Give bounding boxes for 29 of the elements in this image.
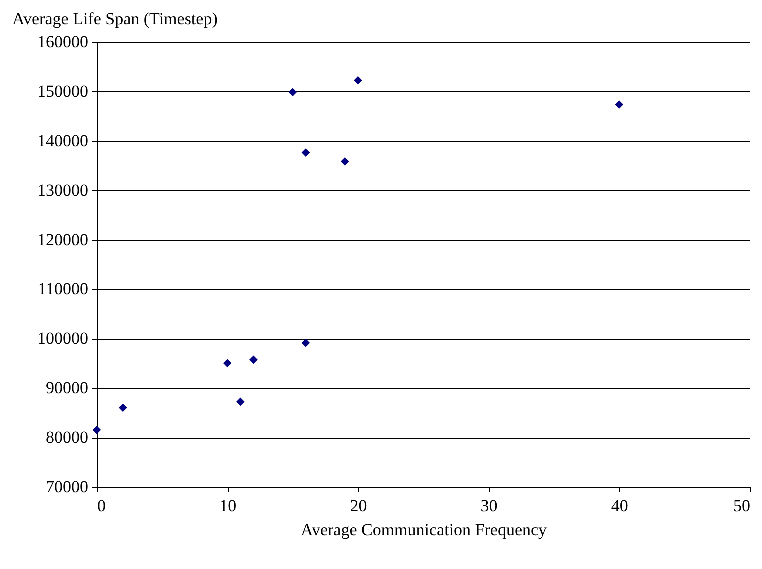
point <box>302 338 310 348</box>
x-tick-label: 30 <box>480 496 498 516</box>
y-tick-label: 140000 <box>38 131 88 150</box>
point <box>302 148 310 157</box>
x-tick-label: 50 <box>734 496 750 516</box>
y-tick-label: 120000 <box>38 230 88 250</box>
point <box>250 356 258 364</box>
point <box>92 426 102 434</box>
point <box>288 88 298 97</box>
point <box>340 157 350 166</box>
y-tick-label: 130000 <box>38 180 88 200</box>
point <box>615 100 624 109</box>
y-tick-label: 100000 <box>38 329 88 348</box>
point <box>236 398 245 406</box>
x-tick-label: 20 <box>350 496 368 516</box>
y-tick-label: 150000 <box>38 82 88 101</box>
x-tick-label: 10 <box>220 496 237 516</box>
y-tick-label: 160000 <box>38 32 88 52</box>
y-tick-label: 80000 <box>46 428 88 448</box>
point <box>354 76 362 85</box>
y-axis-title: Average Life Span (Timestep) <box>12 10 218 28</box>
y-tick-label: 110000 <box>38 280 88 299</box>
y-tick-label: 90000 <box>46 378 88 398</box>
x-axis-title: Average Communication Frequency <box>300 520 548 540</box>
point <box>118 404 128 412</box>
point <box>223 359 232 368</box>
y-tick-label: 70000 <box>46 478 88 496</box>
x-tick-label: 0 <box>98 496 106 516</box>
x-tick-label: 40 <box>611 496 628 516</box>
